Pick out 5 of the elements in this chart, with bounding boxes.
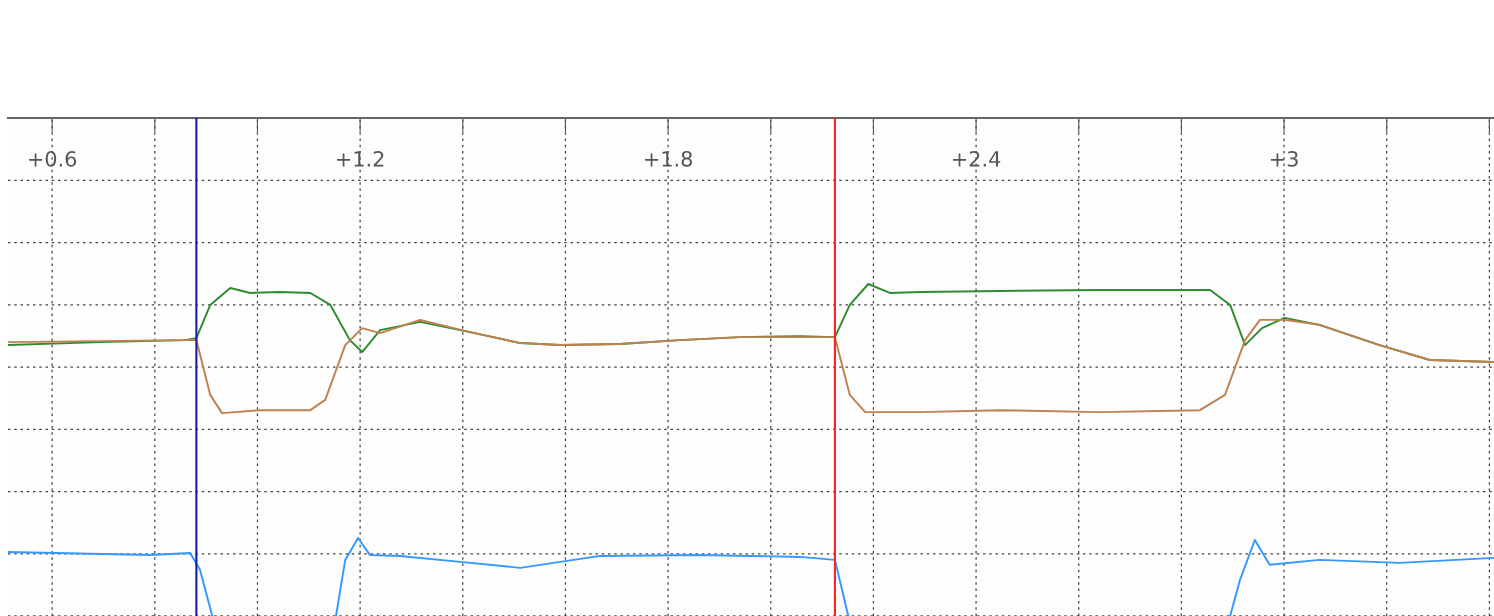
x-tick-label: +2.4 <box>952 150 1001 167</box>
x-tick-label: +1.8 <box>645 150 692 167</box>
x-tick-label: +1.2 <box>337 150 384 167</box>
x-tick-label: +3 <box>1270 150 1298 167</box>
x-tick-label: +0.6 <box>29 150 77 167</box>
